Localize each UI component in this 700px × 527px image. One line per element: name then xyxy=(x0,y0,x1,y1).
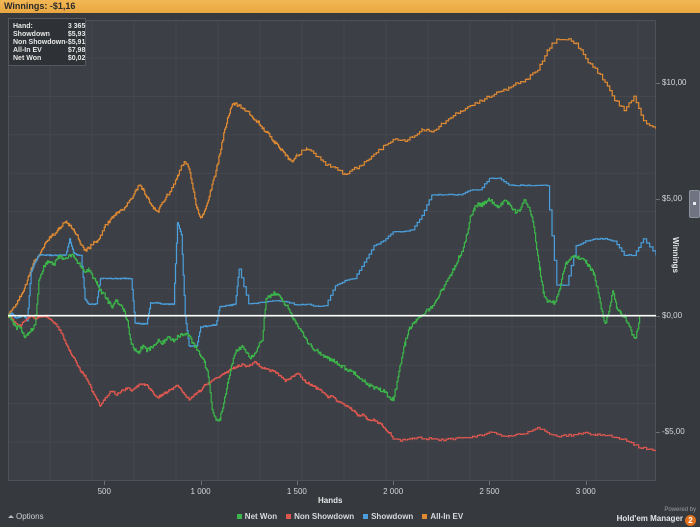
legend-item-all-in-ev[interactable]: All-In EV xyxy=(422,512,463,521)
x-axis-tick-mark xyxy=(393,481,395,485)
legend-swatch-icon xyxy=(286,513,292,519)
y-axis-tick-label: $5,00 xyxy=(662,194,683,204)
chart-panel: Hand: 3 365 Showdown $5,93 Non Showdown -$5,9… xyxy=(0,13,700,505)
stats-row-label: All-In EV xyxy=(13,46,42,54)
plot-area[interactable] xyxy=(8,20,656,481)
y-axis-tick-label: -$5,00 xyxy=(662,427,685,437)
x-axis-tick-label: 2 500 xyxy=(479,487,500,496)
y-axis-tick-label: $0,00 xyxy=(662,310,683,320)
stats-row: Showdown $5,93 xyxy=(13,30,85,38)
y-axis-title: Winnings xyxy=(671,237,680,273)
product-name-label: Hold'em Manager xyxy=(616,514,683,523)
y-axis-tick-mark xyxy=(656,432,660,434)
y-axis-tick-mark xyxy=(656,199,660,201)
options-button-label: Options xyxy=(16,512,44,521)
caret-up-icon xyxy=(8,515,14,518)
stats-row-value: -$5,91 xyxy=(65,38,86,46)
x-axis-tick-mark xyxy=(200,481,202,485)
y-axis-tick-mark xyxy=(656,82,660,84)
window-title-bar: Winnings: -$1,16 xyxy=(0,0,700,13)
powered-by-label: Powered by xyxy=(664,507,696,513)
options-button[interactable]: Options xyxy=(4,509,50,525)
stats-row: Hand: 3 365 xyxy=(13,22,85,30)
version-badge: 2 xyxy=(685,515,696,526)
x-axis-tick-mark xyxy=(489,481,491,485)
legend-swatch-icon xyxy=(422,513,428,519)
x-axis-tick-mark xyxy=(585,481,587,485)
x-axis-tick-mark xyxy=(296,481,298,485)
legend-label: All-In EV xyxy=(430,511,464,521)
x-axis-tick-label: 3 000 xyxy=(575,487,596,496)
stats-table: Hand: 3 365 Showdown $5,93 Non Showdown -$5,9… xyxy=(13,22,85,62)
stats-row: All-In EV $7,98 xyxy=(13,46,85,54)
stats-row-value: $5,93 xyxy=(67,30,86,38)
series-line-net-won xyxy=(8,197,641,422)
stats-row-value: $7,98 xyxy=(67,46,86,54)
legend-item-showdown[interactable]: Showdown xyxy=(363,512,413,521)
series-line-showdown xyxy=(8,177,656,347)
y-axis-tick-label: $10,00 xyxy=(662,77,687,87)
stats-row-label: Hand: xyxy=(13,22,33,30)
stats-row: Net Won $0,02 xyxy=(13,54,85,62)
x-axis-tick-mark xyxy=(104,481,106,485)
legend-label: Net Won xyxy=(244,511,278,521)
product-name: Hold'em Manager 2 xyxy=(617,514,696,526)
branding: Powered by Hold'em Manager 2 xyxy=(617,507,696,526)
winnings-line-chart xyxy=(8,20,656,481)
stats-row: Non Showdown -$5,91 xyxy=(13,38,85,46)
x-axis-tick-label: 1 500 xyxy=(286,487,307,496)
legend-item-non-showdown[interactable]: Non Showdown xyxy=(286,512,354,521)
legend-item-net-won[interactable]: Net Won xyxy=(236,511,278,521)
stats-row-label: Showdown xyxy=(13,30,50,38)
chart-legend: Net Won Non Showdown Showdown All-In EV xyxy=(0,505,700,527)
panel-resize-handle[interactable] xyxy=(689,190,700,218)
stats-tooltip-box: Hand: 3 365 Showdown $5,93 Non Showdown -$5,9… xyxy=(8,18,86,66)
grid-lines xyxy=(8,20,656,481)
legend-label: Showdown xyxy=(371,511,414,521)
x-axis-tick-label: 500 xyxy=(97,487,111,496)
legend-swatch-icon xyxy=(236,513,242,519)
bottom-bar: Options Net Won Non Showdown Showdown All-I… xyxy=(0,505,700,527)
y-axis-tick-mark xyxy=(656,315,660,317)
x-axis-title: Hands xyxy=(318,496,343,505)
legend-swatch-icon xyxy=(363,513,369,519)
legend-label: Non Showdown xyxy=(294,511,355,521)
x-axis-tick-label: 2 000 xyxy=(383,487,404,496)
stats-row-value: 3 365 xyxy=(67,22,86,30)
stats-row-value: $0,02 xyxy=(67,54,86,62)
series-line-all-in-ev xyxy=(8,38,656,318)
x-axis-tick-label: 1 000 xyxy=(190,487,211,496)
window-title: Winnings: -$1,16 xyxy=(4,1,76,11)
series-line-non-showdown xyxy=(8,314,656,451)
stats-row-label: Non Showdown xyxy=(13,38,66,46)
stats-row-label: Net Won xyxy=(13,54,42,62)
